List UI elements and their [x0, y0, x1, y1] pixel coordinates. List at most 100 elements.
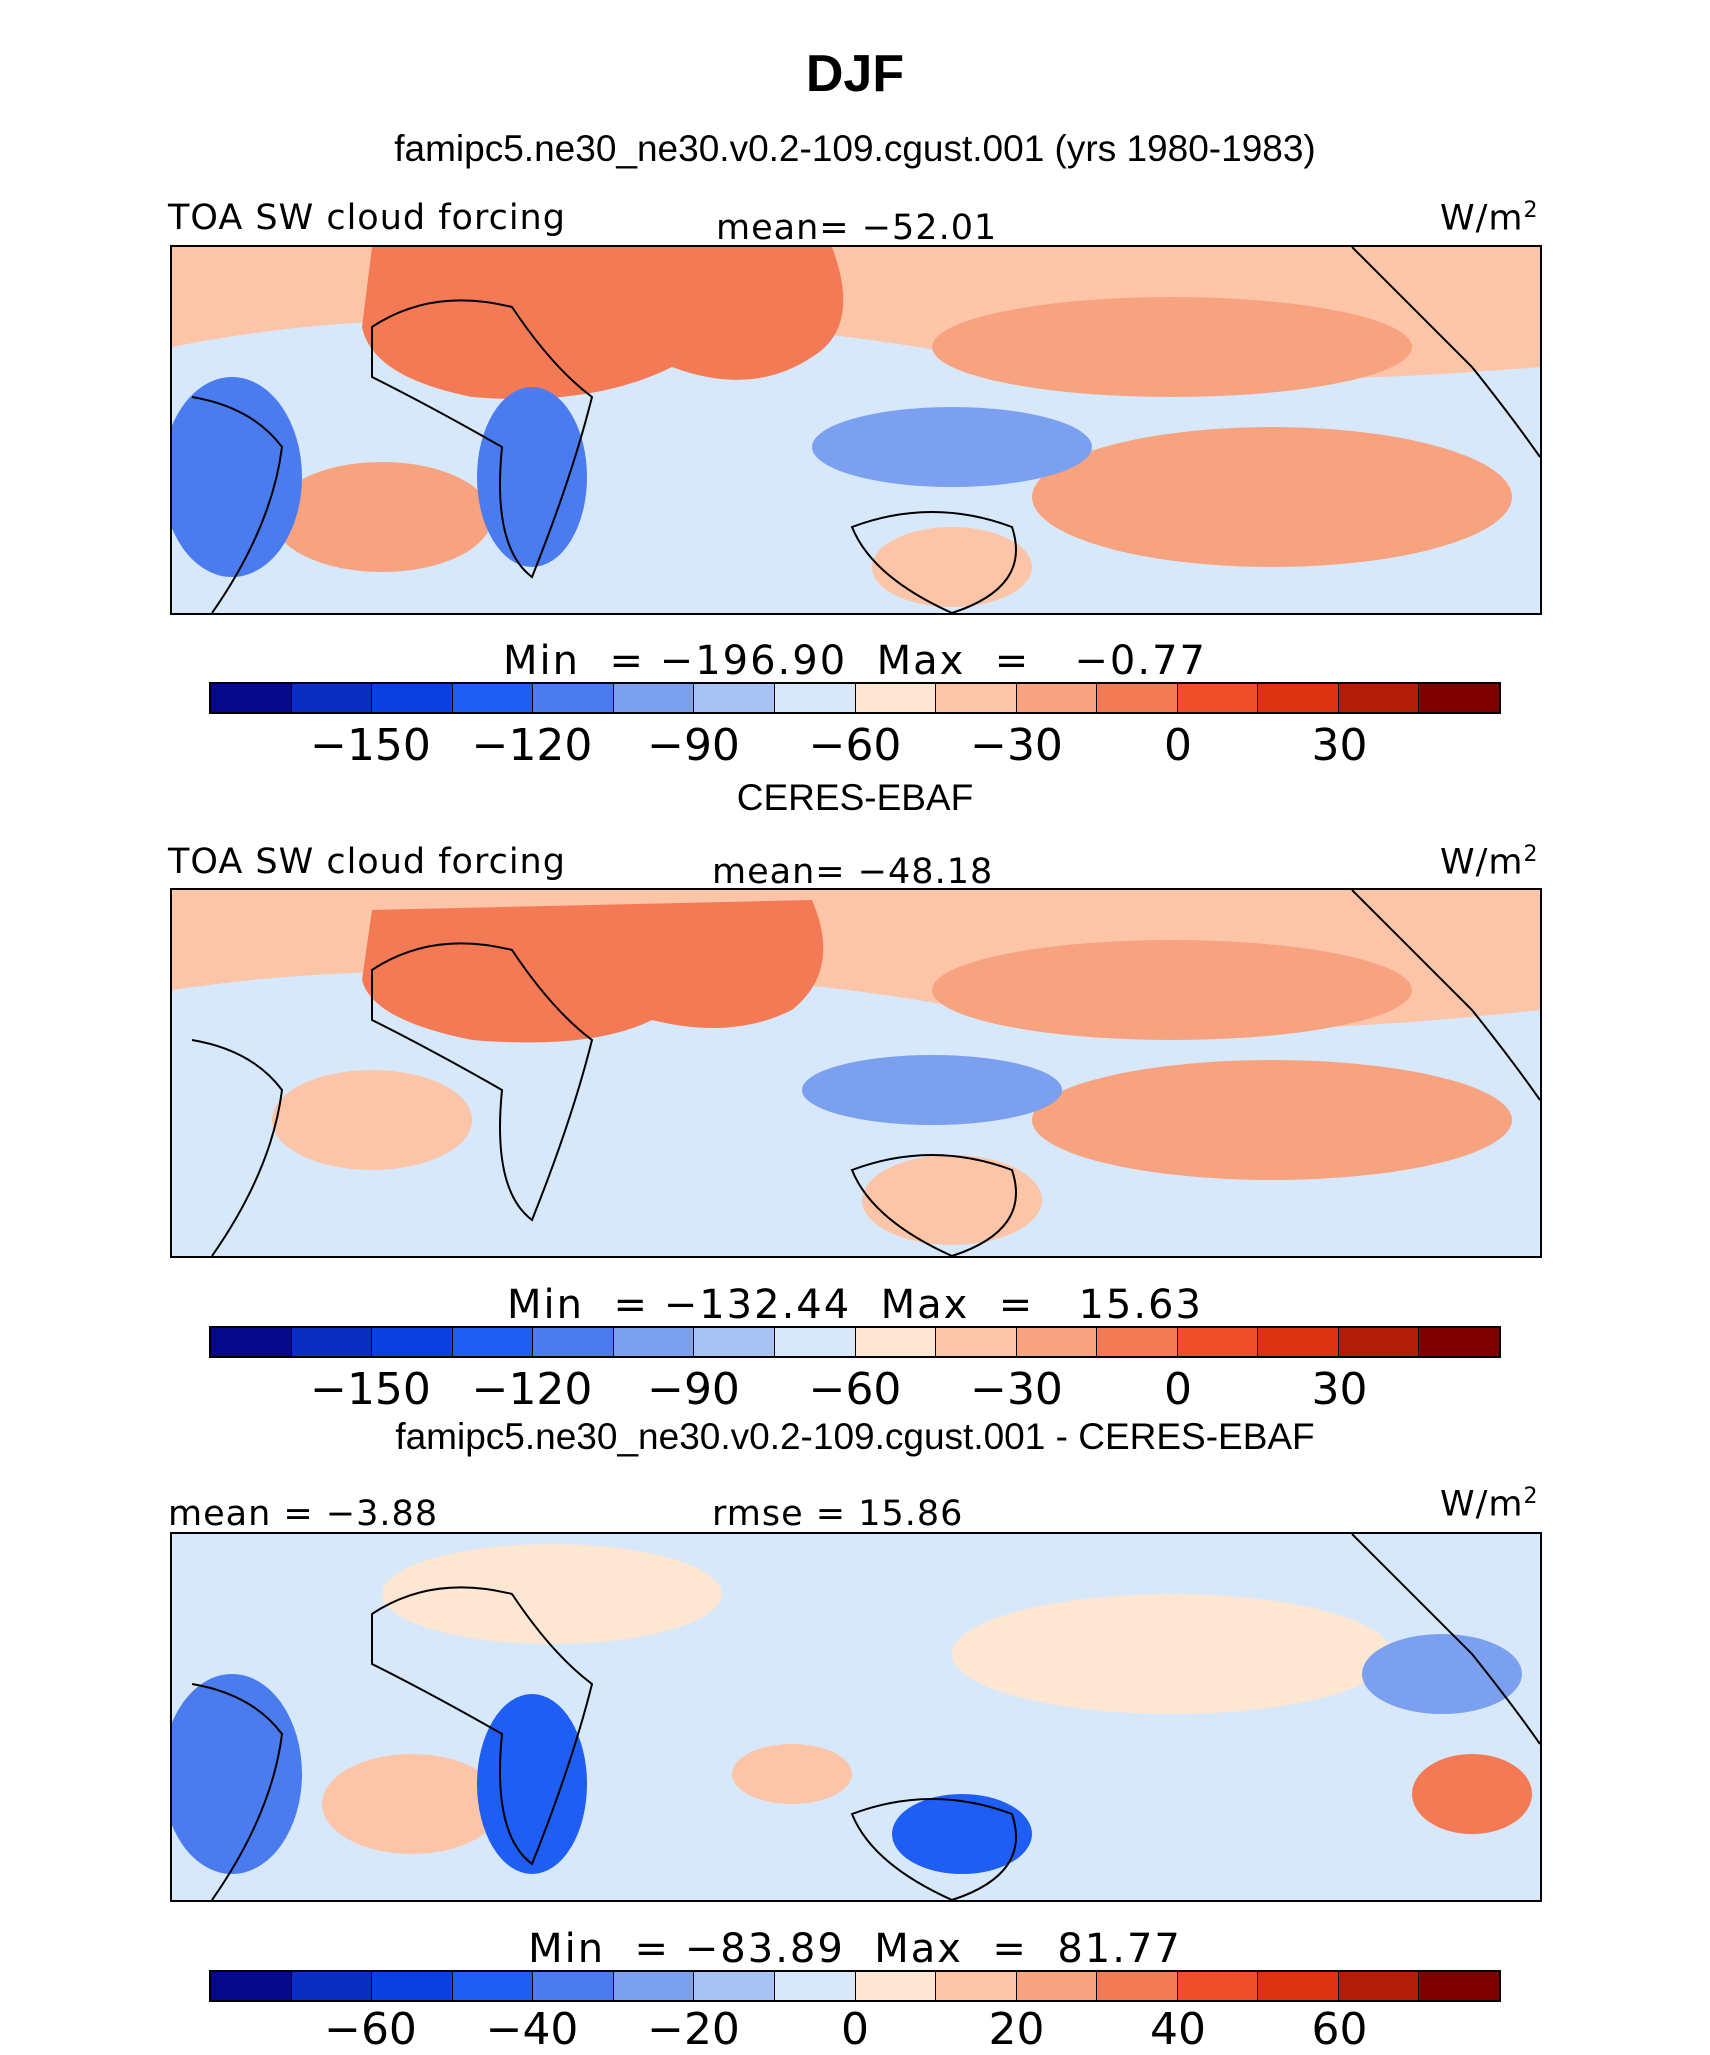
coastline-australia [850, 1154, 1017, 1256]
min-label: Min [507, 1282, 585, 1328]
panel-mean-label: mean= −48.18 [712, 852, 994, 892]
colorbar-segment [1338, 1972, 1420, 2000]
field-region-pacific-east [1412, 1754, 1532, 1834]
colorbar-tick-label: −120 [471, 1364, 593, 1415]
colorbar-segment [855, 1972, 937, 2000]
field-region-australia [872, 527, 1032, 607]
colorbar-tick-label: −30 [970, 1364, 1063, 1415]
colorbar-segment [533, 1328, 614, 1356]
max-value: −0.77 [1074, 638, 1207, 684]
field-region-pacific-north [952, 1594, 1392, 1714]
field-region-strong-red-asia-africa [362, 247, 844, 399]
colorbar-segment [372, 1328, 453, 1356]
panel-min-max: Min = −132.44 Max = 15.63 [0, 1282, 1710, 1328]
contour-map-observed [170, 888, 1542, 1258]
colorbar-segment [452, 1972, 534, 2000]
max-value: 81.77 [1057, 1926, 1182, 1972]
panel-mean-label: mean= −52.01 [716, 208, 998, 248]
field-region-africa [477, 1694, 587, 1874]
colorbar-segment [1338, 1328, 1420, 1356]
field-region-north-africa [382, 1544, 722, 1644]
colorbar-segment [1016, 1972, 1098, 2000]
colorbar-segment [1419, 1972, 1499, 2000]
panel-subtitle: famipc5.ne30_ne30.v0.2-109.cgust.001 (yr… [394, 128, 1316, 169]
contour-map-model [170, 245, 1542, 615]
panel-units: W/m2 [1440, 1484, 1539, 1525]
colorbar [209, 682, 1501, 714]
panel-units: W/m2 [1440, 842, 1539, 883]
colorbar-segment [694, 1972, 775, 2000]
panel-subtitle: famipc5.ne30_ne30.v0.2-109.cgust.001 - C… [395, 1416, 1315, 1457]
min-label: Min [503, 638, 580, 684]
colorbar-segment [1258, 684, 1339, 712]
colorbar-segment [211, 1328, 292, 1356]
coastline-americas-west [1351, 247, 1540, 458]
max-label: Max [880, 1282, 970, 1328]
colorbar-segment [1016, 1328, 1098, 1356]
min-eq: = [634, 1926, 671, 1972]
units-text: W/m [1440, 198, 1524, 239]
panel-rmse-label: rmse = 15.86 [712, 1494, 964, 1534]
colorbar-tick-label: 0 [841, 2004, 869, 2055]
units-superscript: 2 [1523, 1484, 1539, 1509]
colorbar-segment [1419, 1328, 1499, 1356]
colorbar-segment [613, 684, 695, 712]
colorbar-segment [452, 684, 534, 712]
colorbar-segment [1177, 684, 1259, 712]
coastline-americas-west [1351, 1534, 1540, 1745]
colorbar-segment [774, 1972, 856, 2000]
map-canvas [172, 247, 1540, 613]
contour-map-difference [170, 1532, 1542, 1902]
colorbar-tick-label: −150 [310, 720, 431, 771]
colorbar-segment [855, 1328, 937, 1356]
colorbar-tick-label: −60 [808, 1364, 902, 1415]
units-superscript: 2 [1523, 842, 1539, 867]
colorbar-segment [452, 1328, 534, 1356]
colorbar-segment [1097, 1328, 1178, 1356]
field-region-strong-red-asia-africa [362, 900, 824, 1043]
colorbar-tick-label: −60 [808, 720, 902, 771]
colorbar-tick-label: −90 [647, 720, 740, 771]
colorbar-tick-label: 60 [1311, 2004, 1368, 2055]
panel-mean-label: mean = −3.88 [168, 1494, 439, 1534]
coastline-south-america [191, 1039, 284, 1256]
colorbar-segment [1258, 1328, 1339, 1356]
colorbar-segment [1097, 684, 1178, 712]
colorbar-segment [291, 1328, 373, 1356]
map-canvas [172, 890, 1540, 1256]
min-label: Min [528, 1926, 606, 1972]
colorbar-tick-label: 30 [1311, 1364, 1368, 1415]
field-region-atlantic-south [322, 1754, 502, 1854]
field-region-south-america [172, 1674, 302, 1874]
coastline-south-america [191, 1683, 284, 1900]
min-value: −196.90 [659, 638, 848, 684]
colorbar-segment [613, 1328, 695, 1356]
colorbar [209, 1970, 1501, 2002]
colorbar-segment [533, 684, 614, 712]
colorbar-segment [1097, 1972, 1178, 2000]
coastline-australia [850, 511, 1017, 613]
colorbar-segment [694, 684, 775, 712]
colorbar-segment [694, 1328, 775, 1356]
max-eq: = [998, 1282, 1035, 1328]
min-value: −132.44 [663, 1282, 852, 1328]
field-region-central-america [1362, 1634, 1522, 1714]
colorbar-tick-label: 0 [1164, 720, 1192, 771]
panel-variable-label: TOA SW cloud forcing [168, 842, 566, 882]
colorbar-segment [1177, 1972, 1259, 2000]
field-region-pacific-north [932, 297, 1412, 397]
max-eq: = [992, 1926, 1028, 1972]
colorbar-tick-label: 40 [1150, 2004, 1206, 2055]
colorbar-tick-label: −40 [485, 2004, 579, 2055]
field-region-australia [862, 1155, 1042, 1245]
coastline-australia [850, 1798, 1017, 1900]
max-value: 15.63 [1078, 1282, 1203, 1328]
colorbar-segment [936, 684, 1017, 712]
colorbar-segment [613, 1972, 695, 2000]
colorbar-tick-label: −60 [324, 2004, 417, 2055]
colorbar-tick-label: 20 [988, 2004, 1045, 2055]
colorbar-segment [1338, 684, 1420, 712]
colorbar-tick-label: −90 [647, 1364, 740, 1415]
panel-variable-label: TOA SW cloud forcing [168, 198, 566, 238]
